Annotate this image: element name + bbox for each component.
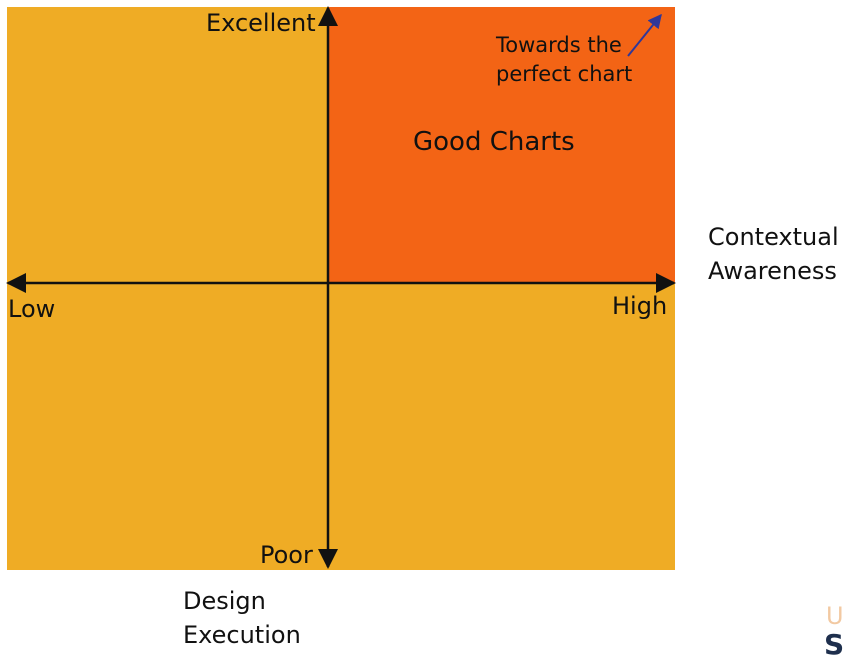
label-poor: Poor bbox=[260, 541, 313, 569]
label-good-charts: Good Charts bbox=[413, 127, 575, 157]
quadrant-bottom-right bbox=[328, 283, 675, 570]
label-excellent: Excellent bbox=[206, 9, 316, 37]
label-high: High bbox=[612, 292, 668, 320]
towards-perfect-arrow bbox=[627, 13, 662, 57]
logo-bottom-letter: S bbox=[824, 628, 845, 661]
annotation-towards-perfect-chart: Towards the perfect chart bbox=[496, 31, 632, 89]
x-axis-title: Contextual Awareness bbox=[708, 220, 839, 288]
logo-top-letter: U bbox=[826, 602, 844, 630]
y-axis-title-line-2: Execution bbox=[183, 621, 301, 649]
quadrant-top-right-good-charts bbox=[328, 7, 675, 283]
x-axis-title-line-2: Awareness bbox=[708, 257, 837, 285]
y-axis-title-line-1: Design bbox=[183, 587, 266, 615]
label-low: Low bbox=[8, 295, 56, 323]
y-axis-title: Design Execution bbox=[183, 584, 301, 652]
logo-fragment: U S bbox=[824, 602, 851, 662]
x-axis-title-line-1: Contextual bbox=[708, 223, 839, 251]
annotation-line-1: Towards the bbox=[496, 33, 622, 57]
annotation-line-2: perfect chart bbox=[496, 62, 633, 86]
